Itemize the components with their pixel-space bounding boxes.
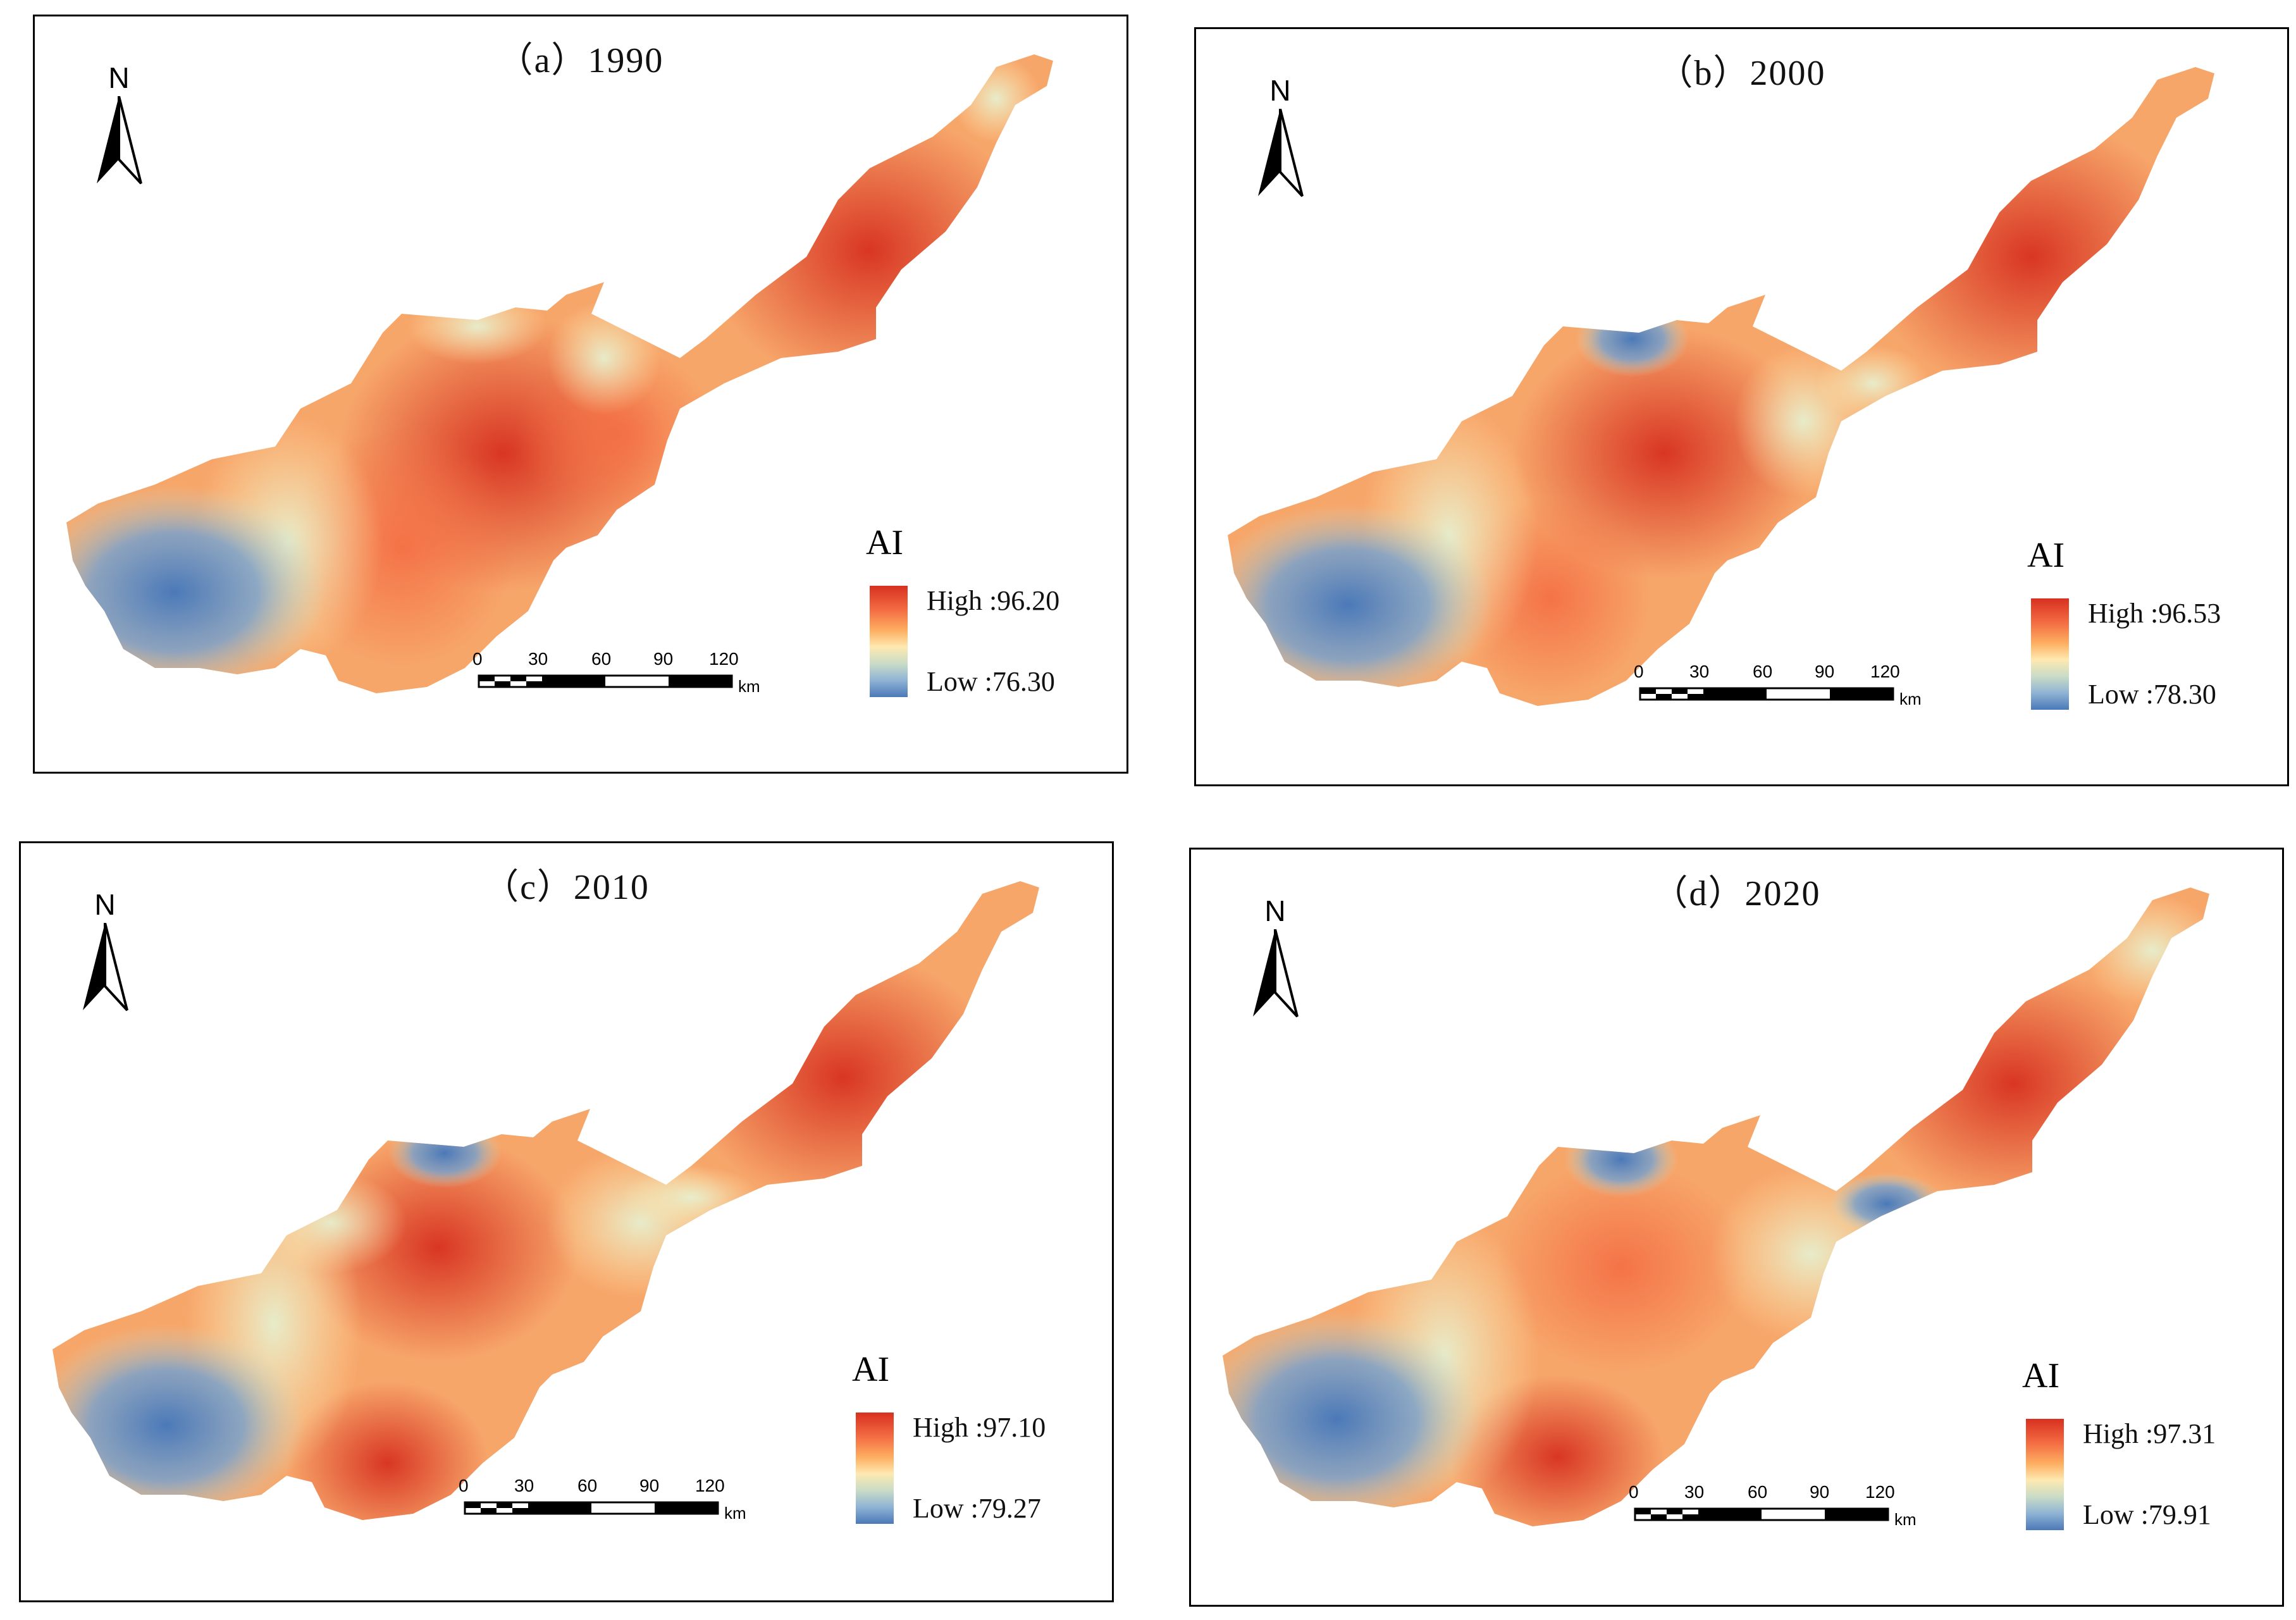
north-arrow: N	[1247, 894, 1304, 1020]
scale-tick-30: 30	[1689, 662, 1710, 681]
legend-high-value: High :97.31	[2083, 1418, 2216, 1449]
legend-low-value: Low :76.30	[927, 666, 1055, 697]
scale-tick-120: 120	[1865, 1482, 1895, 1502]
north-arrow-label: N	[108, 61, 130, 94]
north-arrow: N	[77, 887, 133, 1014]
map-panel-2010: （c）2010 N AI High :97.10 Low :79.27 0 30…	[19, 841, 1114, 1602]
north-arrow-icon	[1258, 109, 1304, 197]
scale-unit: km	[1894, 1510, 1916, 1529]
legend: AI High :97.31 Low :79.91	[2020, 1356, 2273, 1545]
scale-bar-graphic	[478, 674, 733, 688]
north-arrow: N	[90, 61, 147, 187]
scale-tick-120: 120	[695, 1476, 725, 1495]
north-arrow-label: N	[94, 888, 116, 921]
north-arrow-label: N	[1269, 74, 1291, 107]
legend-low-value: Low :79.91	[2083, 1499, 2211, 1530]
scale-tick-0: 0	[1634, 662, 1644, 681]
north-arrow: N	[1252, 73, 1309, 200]
legend-color-ramp	[870, 586, 908, 697]
scale-bar-graphic	[1634, 1507, 1889, 1521]
map-panel-1990: （a）1990 N AI High :96.20 Low :76.30 0 30…	[33, 15, 1128, 774]
ai-raster-map	[1223, 887, 2209, 1526]
scale-unit: km	[738, 677, 760, 696]
legend-title: AI	[2022, 1356, 2060, 1395]
legend-high-value: High :97.10	[913, 1412, 1046, 1443]
ai-raster-map	[52, 881, 1039, 1520]
scale-tick-0: 0	[472, 649, 483, 669]
map-panel-2000: （b）2000 N AI High :96.53 Low :78.30 0 30…	[1194, 27, 2289, 786]
legend-color-ramp	[2031, 598, 2069, 710]
panel-title: （b）2000	[1657, 54, 1826, 93]
legend-low-value: Low :79.27	[913, 1493, 1041, 1524]
panel-title: （c）2010	[483, 868, 650, 907]
scale-tick-30: 30	[1684, 1482, 1705, 1502]
scale-tick-60: 60	[1753, 662, 1773, 681]
scale-bar-graphic	[464, 1501, 719, 1515]
map-panel-2020: （d）2020 N AI High :97.31 Low :79.91 0 30…	[1189, 848, 2284, 1607]
legend-color-ramp	[856, 1413, 894, 1524]
north-arrow-icon	[97, 96, 142, 185]
legend: AI High :96.20 Low :76.30	[863, 522, 1116, 712]
legend-title: AI	[852, 1350, 890, 1389]
panel-title: （d）2020	[1652, 874, 1821, 913]
scale-unit: km	[1899, 689, 1922, 708]
scale-bar: 0 30 60 90 120 km	[1634, 662, 1942, 719]
scale-tick-90: 90	[653, 649, 674, 669]
scale-tick-60: 60	[577, 1476, 598, 1495]
scale-tick-90: 90	[1810, 1482, 1830, 1502]
ai-raster-map	[66, 54, 1053, 693]
scale-tick-60: 60	[1748, 1482, 1768, 1502]
scale-bar-graphic	[1639, 687, 1894, 701]
north-arrow-label: N	[1264, 894, 1286, 927]
panel-title: （a）1990	[497, 41, 664, 80]
scale-tick-90: 90	[639, 1476, 660, 1495]
north-arrow-icon	[1253, 929, 1299, 1018]
scale-tick-120: 120	[709, 649, 739, 669]
scale-tick-120: 120	[1870, 662, 1900, 681]
scale-tick-60: 60	[591, 649, 612, 669]
scale-tick-0: 0	[459, 1476, 469, 1495]
legend: AI High :97.10 Low :79.27	[849, 1349, 1102, 1539]
scale-unit: km	[724, 1504, 746, 1523]
ai-raster-map	[1228, 67, 2214, 706]
scale-tick-30: 30	[528, 649, 548, 669]
legend-title: AI	[866, 523, 904, 562]
legend-high-value: High :96.53	[2088, 598, 2221, 629]
scale-tick-0: 0	[1629, 1482, 1639, 1502]
legend-high-value: High :96.20	[927, 585, 1060, 616]
legend-low-value: Low :78.30	[2088, 679, 2216, 710]
north-arrow-icon	[83, 923, 128, 1011]
scale-tick-90: 90	[1815, 662, 1835, 681]
scale-tick-30: 30	[514, 1476, 534, 1495]
scale-bar: 0 30 60 90 120 km	[1629, 1482, 1937, 1539]
legend-title: AI	[2027, 536, 2065, 575]
scale-bar: 0 30 60 90 120 km	[459, 1476, 767, 1533]
legend: AI High :96.53 Low :78.30	[2025, 535, 2278, 725]
legend-color-ramp	[2026, 1419, 2064, 1530]
scale-bar: 0 30 60 90 120 km	[472, 649, 781, 706]
